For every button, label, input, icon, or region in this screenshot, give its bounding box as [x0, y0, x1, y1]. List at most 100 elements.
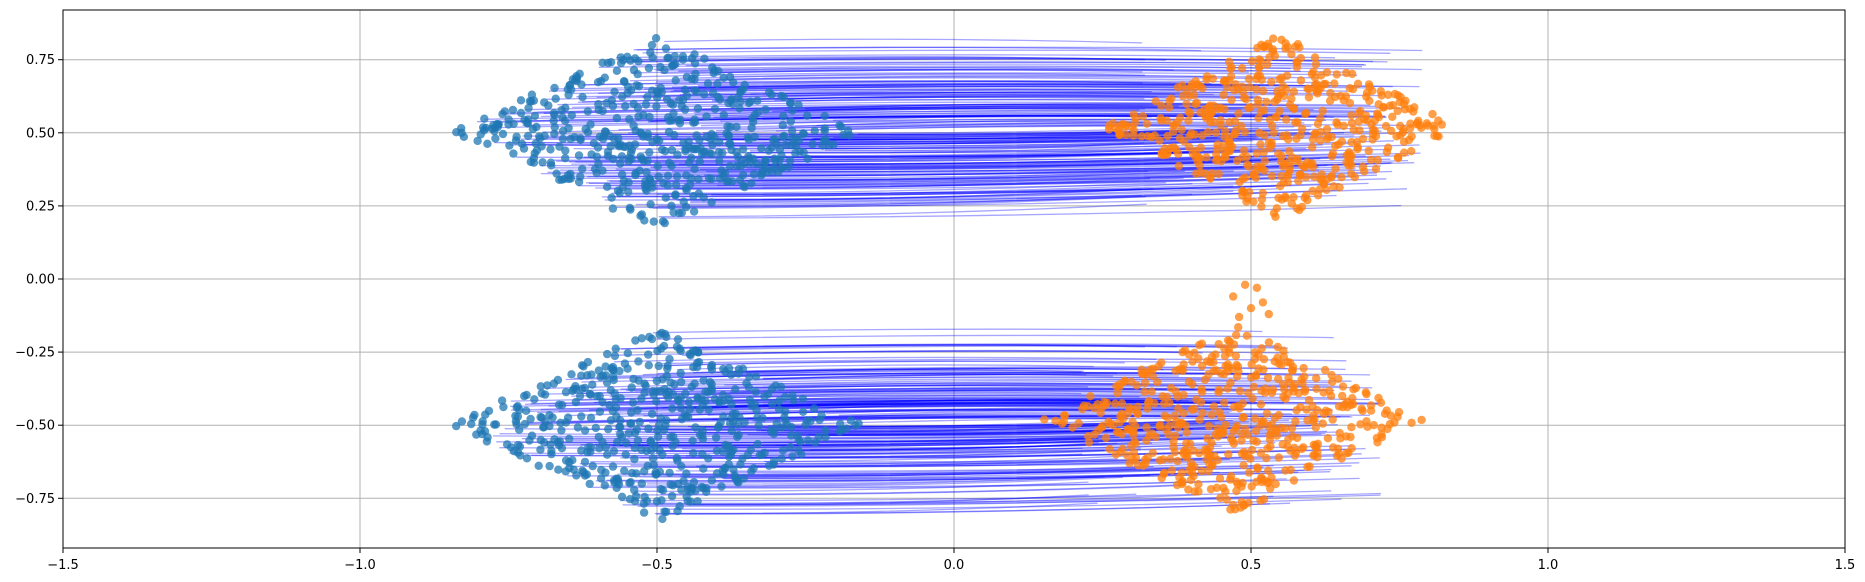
- source-point: [587, 150, 596, 159]
- trajectory-line: [758, 382, 1329, 390]
- target-point: [1198, 408, 1207, 418]
- source-point: [728, 409, 738, 418]
- target-point: [1385, 419, 1395, 429]
- source-point: [673, 335, 683, 344]
- source-point: [714, 421, 723, 431]
- trajectory-line: [569, 168, 1356, 179]
- source-point: [753, 413, 762, 422]
- source-point: [515, 425, 524, 434]
- source-point: [609, 375, 618, 385]
- target-point: [1353, 79, 1363, 89]
- target-point: [1147, 132, 1156, 142]
- target-point: [1287, 94, 1296, 104]
- source-point: [781, 140, 790, 150]
- trajectory-line: [806, 401, 1380, 409]
- source-point: [671, 180, 681, 190]
- source-point: [643, 92, 652, 102]
- source-point: [676, 368, 685, 378]
- source-point: [780, 392, 790, 402]
- target-point: [1291, 417, 1300, 426]
- trajectory-line: [696, 457, 1283, 468]
- target-point: [1374, 100, 1383, 109]
- source-point: [667, 491, 677, 501]
- target-point: [1185, 91, 1194, 100]
- source-point: [758, 160, 768, 170]
- target-point: [1209, 402, 1219, 411]
- source-point: [794, 100, 803, 110]
- trajectory-line: [768, 419, 1226, 427]
- target-point: [1143, 404, 1152, 413]
- source-point: [583, 107, 592, 116]
- trajectory-line: [614, 356, 1157, 363]
- trajectory-line: [664, 187, 1242, 200]
- source-point: [693, 497, 702, 506]
- trajectory-line: [683, 468, 1202, 479]
- target-point: [1342, 432, 1351, 441]
- source-point: [567, 111, 576, 120]
- target-point: [1301, 173, 1311, 182]
- source-point: [643, 156, 652, 166]
- trajectory-line: [656, 503, 1271, 515]
- trajectory-line: [832, 113, 1309, 122]
- source-point: [740, 80, 749, 90]
- target-point: [1182, 99, 1191, 109]
- source-point: [648, 183, 657, 192]
- source-point: [602, 182, 612, 191]
- source-point: [665, 116, 674, 126]
- x-tick-label: 1.0: [1538, 558, 1559, 573]
- source-point: [529, 96, 539, 105]
- target-point: [1279, 91, 1289, 101]
- target-point: [1170, 120, 1180, 129]
- source-point: [478, 420, 487, 429]
- source-point: [736, 460, 745, 469]
- source-point: [606, 58, 616, 67]
- source-point: [629, 374, 638, 384]
- trajectory-line: [639, 414, 1160, 422]
- target-point: [1209, 117, 1218, 127]
- trajectory-line: [590, 453, 1083, 463]
- source-point: [681, 146, 690, 156]
- source-point: [633, 436, 643, 445]
- trajectory-line: [774, 380, 1332, 388]
- source-point: [470, 410, 479, 420]
- source-point: [549, 116, 558, 126]
- target-point: [1332, 70, 1342, 79]
- source-point: [560, 116, 570, 126]
- target-point: [1316, 71, 1326, 80]
- target-point: [1259, 417, 1268, 426]
- source-point: [544, 101, 553, 110]
- target-point: [1407, 418, 1416, 427]
- source-point: [652, 102, 661, 111]
- target-point: [1267, 77, 1276, 87]
- target-point: [1114, 428, 1123, 437]
- source-point: [574, 151, 584, 160]
- source-point: [751, 372, 761, 381]
- source-point: [732, 122, 741, 132]
- source-point: [651, 468, 660, 477]
- target-point: [1190, 130, 1200, 139]
- target-point: [1184, 142, 1194, 152]
- source-point: [669, 208, 678, 217]
- source-point: [740, 418, 749, 427]
- source-point: [707, 174, 716, 184]
- trajectory-line: [620, 490, 1332, 502]
- source-point: [655, 136, 664, 145]
- target-point: [1233, 84, 1243, 94]
- source-point: [686, 487, 696, 496]
- source-point: [689, 478, 699, 487]
- target-point: [1347, 138, 1356, 147]
- target-point: [1376, 398, 1386, 407]
- trajectory-line: [652, 195, 1147, 209]
- source-point: [498, 109, 507, 119]
- target-point: [1232, 372, 1242, 381]
- target-point: [1187, 405, 1197, 414]
- source-point: [785, 156, 795, 165]
- target-point: [1188, 149, 1198, 158]
- target-point: [1323, 434, 1333, 443]
- trajectory-line: [743, 455, 1129, 465]
- target-point: [1234, 323, 1243, 332]
- trajectory-line: [560, 160, 1253, 172]
- target-point: [1335, 183, 1344, 192]
- source-point: [553, 438, 563, 447]
